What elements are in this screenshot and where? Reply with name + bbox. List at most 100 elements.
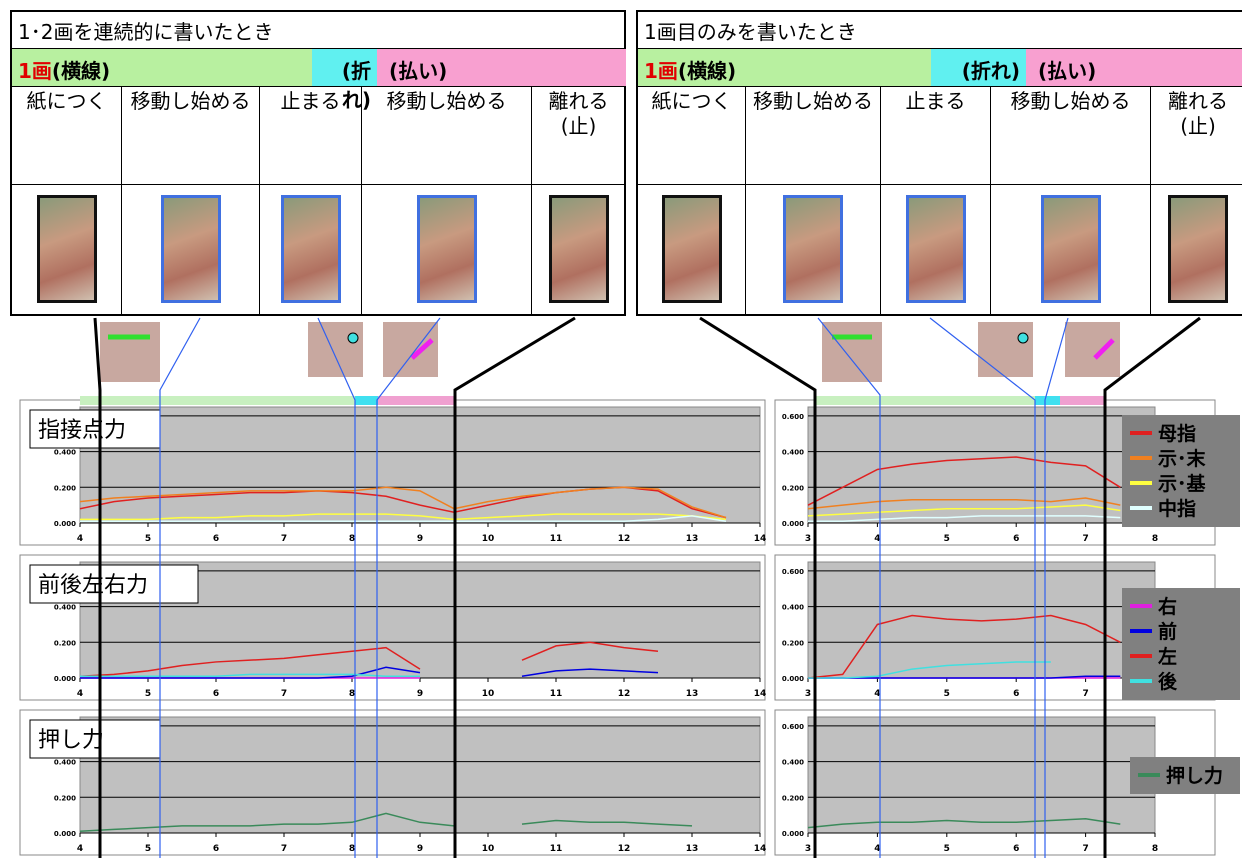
x-tick-label: 13 (686, 534, 699, 544)
x-tick-label: 10 (482, 534, 495, 544)
legend-label: 後 (1158, 670, 1178, 693)
x-tick-label: 5 (944, 534, 950, 544)
y-tick-label: 0.600 (782, 723, 804, 731)
image-cell (532, 185, 626, 316)
phase-cell: (払い) (377, 49, 626, 87)
stroke-note: (横線) (678, 59, 736, 83)
y-tick-label: 0.400 (782, 449, 804, 457)
step-label: 移動し始める (991, 87, 1151, 185)
y-tick-label: 0.200 (782, 639, 804, 647)
x-tick-label: 14 (754, 844, 767, 854)
x-tick-label: 6 (1013, 534, 1019, 544)
y-tick-label: 0.000 (54, 830, 76, 838)
phase-cell: 1画(横線) (638, 49, 931, 87)
x-tick-label: 9 (417, 689, 423, 699)
phase-cell: (払い) (1026, 49, 1242, 87)
y-tick-label: 0.600 (782, 413, 804, 421)
y-tick-label: 0.400 (54, 759, 76, 767)
table-title: 1･2画を連続的に書いたとき (12, 12, 624, 49)
photo (1168, 195, 1228, 303)
panel-label-text: 前後左右力 (38, 573, 148, 598)
panel-label: 押し力 (30, 720, 160, 758)
image-cell (991, 185, 1151, 316)
image-cell (1151, 185, 1242, 316)
photo (161, 195, 221, 303)
image-cell (12, 185, 122, 316)
plot-area (808, 717, 1155, 833)
x-tick-label: 7 (1082, 689, 1088, 699)
x-tick-label: 14 (754, 689, 767, 699)
legend-label: 前 (1158, 620, 1177, 643)
photo (37, 195, 97, 303)
x-tick-label: 13 (686, 689, 699, 699)
plot-area (808, 407, 1155, 523)
y-tick-label: 0.000 (782, 675, 804, 683)
x-tick-label: 4 (77, 844, 83, 854)
x-tick-label: 8 (349, 689, 355, 699)
phase-cell: 1画(横線) (12, 49, 312, 87)
x-tick-label: 7 (1082, 844, 1088, 854)
x-tick-label: 4 (874, 689, 880, 699)
panel-label-text: 押し力 (38, 728, 104, 753)
photo (906, 195, 966, 303)
x-tick-label: 6 (213, 534, 219, 544)
plot-area (808, 562, 1155, 678)
x-tick-label: 7 (281, 534, 287, 544)
y-tick-label: 0.200 (54, 484, 76, 492)
photo (281, 195, 341, 303)
x-tick-label: 9 (417, 844, 423, 854)
x-tick-label: 11 (550, 844, 563, 854)
y-tick-label: 0.600 (782, 568, 804, 576)
x-tick-label: 12 (618, 534, 631, 544)
x-tick-label: 13 (686, 844, 699, 854)
y-tick-label: 0.000 (782, 520, 804, 528)
y-tick-label: 0.200 (54, 794, 76, 802)
panel-label: 前後左右力 (30, 565, 198, 603)
step-label: 紙につく (638, 87, 746, 185)
x-tick-label: 3 (805, 844, 811, 854)
panel-label: 指接点力 (30, 410, 160, 448)
x-tick-label: 3 (805, 534, 811, 544)
phase-cell: (折れ) (312, 49, 377, 87)
x-tick-label: 5 (944, 844, 950, 854)
stroke: 1画 (644, 59, 678, 83)
x-tick-label: 5 (145, 534, 151, 544)
image-cell (746, 185, 881, 316)
y-tick-label: 0.200 (54, 639, 76, 647)
y-tick-label: 0.200 (782, 484, 804, 492)
x-tick-label: 9 (417, 534, 423, 544)
x-tick-label: 8 (1152, 844, 1158, 854)
x-tick-label: 5 (944, 689, 950, 699)
legend-label: 示･末 (1158, 447, 1207, 470)
step-label: 紙につく (12, 87, 122, 185)
x-tick-label: 7 (281, 844, 287, 854)
table-title: 1画目のみを書いたとき (638, 12, 1242, 49)
photo (783, 195, 843, 303)
figure: 0.000 0.200 0.400 0.600 4 5 6 7 8 9 10 11 12 13 14 0.00… (0, 0, 1242, 858)
x-tick-label: 4 (874, 534, 880, 544)
x-tick-label: 10 (482, 844, 495, 854)
x-tick-label: 5 (145, 689, 151, 699)
x-tick-label: 10 (482, 689, 495, 699)
photo (662, 195, 722, 303)
legend-label: 右 (1157, 595, 1177, 618)
step-label: 移動し始める (746, 87, 881, 185)
legend-label: 押し力 (1166, 764, 1223, 787)
stroke-note: (横線) (52, 59, 110, 83)
legend-label: 示･基 (1158, 472, 1207, 495)
x-tick-label: 6 (213, 844, 219, 854)
step-label: 移動し始める (122, 87, 260, 185)
x-tick-label: 12 (618, 689, 631, 699)
x-tick-label: 8 (349, 844, 355, 854)
y-tick-label: 0.000 (782, 830, 804, 838)
y-tick-label: 0.400 (782, 759, 804, 767)
stroke: 1画 (18, 59, 52, 83)
step-label: 止まる (881, 87, 991, 185)
x-tick-label: 7 (1082, 534, 1088, 544)
photo (549, 195, 609, 303)
y-tick-label: 0.400 (782, 604, 804, 612)
x-tick-label: 6 (1013, 844, 1019, 854)
image-cell (260, 185, 362, 316)
